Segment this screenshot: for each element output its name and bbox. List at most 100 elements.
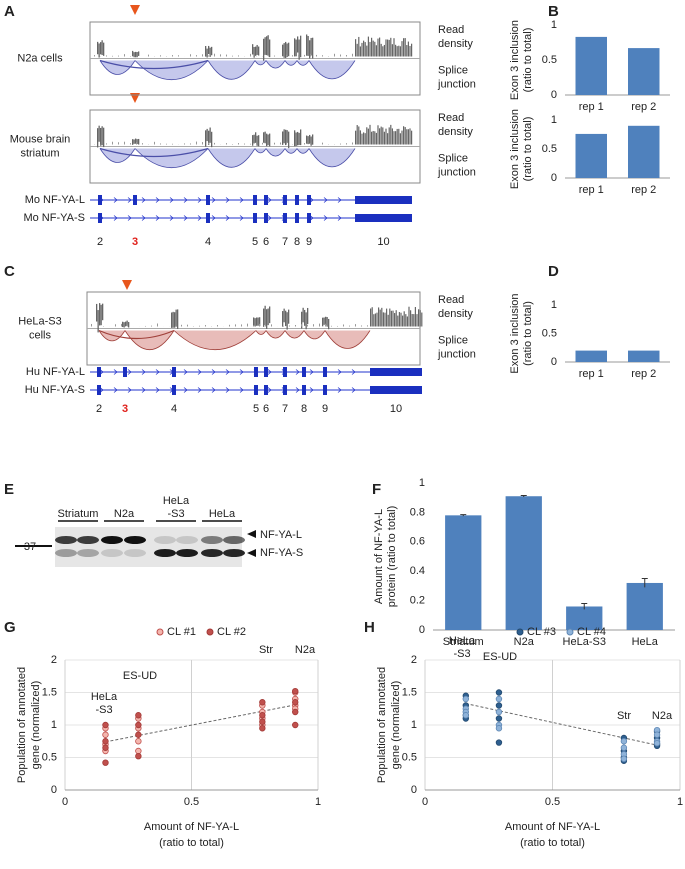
lane-label: Striatum <box>58 508 99 520</box>
y-axis-label: Amount of NF-YA-L <box>373 509 385 604</box>
exon <box>370 386 422 394</box>
read-bar <box>264 131 266 144</box>
read-bar <box>312 134 314 145</box>
splice-label: Splice <box>438 152 468 164</box>
annotation: N2a <box>295 644 316 656</box>
strand-arrow <box>225 387 230 393</box>
read-bar <box>199 325 200 327</box>
read-bar <box>255 46 257 56</box>
read-bar <box>411 130 413 145</box>
point <box>653 740 661 747</box>
strand-arrow <box>337 369 342 375</box>
exon <box>123 367 127 377</box>
exon <box>98 195 102 205</box>
read-bar <box>190 54 191 57</box>
read-bar <box>226 143 227 145</box>
read-bar <box>386 308 388 327</box>
read-bar <box>267 35 269 56</box>
read-bar <box>352 142 353 145</box>
strand-arrow <box>309 369 314 375</box>
strand-arrow <box>267 369 272 375</box>
read-bar <box>128 322 130 328</box>
read-bar <box>286 54 287 57</box>
read-bar <box>392 310 394 327</box>
read-bar <box>205 45 207 57</box>
exon-number: 5 <box>252 236 258 248</box>
point <box>135 738 142 745</box>
legend-marker <box>516 628 524 636</box>
read-bar <box>309 40 311 59</box>
splice-arc <box>98 329 175 340</box>
read-bar <box>395 131 397 145</box>
point <box>292 721 299 729</box>
exon <box>283 385 287 395</box>
read-bar <box>263 132 265 143</box>
strand-arrow <box>127 197 132 203</box>
read-bar <box>307 307 309 325</box>
splice-arc <box>255 330 267 335</box>
read-bar <box>266 36 268 56</box>
read-bar <box>283 308 285 323</box>
read-bar <box>310 136 312 146</box>
y-tick-label: 0.6 <box>410 536 425 548</box>
splice-arc <box>308 148 356 168</box>
exon-number: 8 <box>294 236 300 248</box>
panel-letter: D <box>548 263 559 280</box>
strand-arrow <box>155 387 160 393</box>
exon <box>133 195 137 205</box>
read-bar <box>282 44 284 57</box>
read-bar <box>259 317 261 327</box>
read-bar <box>326 317 328 327</box>
y-tick-label: 0.5 <box>542 143 557 155</box>
x-tick-label: rep 1 <box>579 184 604 196</box>
point <box>462 695 469 703</box>
strand-arrow <box>309 387 314 393</box>
y-tick-label: 1 <box>551 299 557 311</box>
strand-arrow <box>113 387 118 393</box>
y-axis-label: protein (ratio to total) <box>386 506 398 608</box>
read-bar <box>394 313 396 327</box>
band-arrow <box>247 530 256 557</box>
read-bar <box>126 320 128 326</box>
read-bar <box>106 55 107 57</box>
read-bar <box>286 143 287 145</box>
y-axis-label: Exon 3 inclusion <box>509 109 521 189</box>
sample-label: striatum <box>20 147 59 159</box>
read-bar <box>124 54 125 57</box>
read-bar <box>148 54 149 57</box>
exon-number: 6 <box>263 236 269 248</box>
read-label: Read <box>438 294 464 306</box>
read-bar <box>256 142 257 145</box>
blot-band <box>201 536 223 544</box>
blot-band <box>55 549 77 557</box>
annotation: Str <box>617 710 631 722</box>
read-bar <box>352 53 353 57</box>
y-axis-label: gene (normalized) <box>390 681 402 770</box>
read-bar <box>122 321 124 328</box>
annotation: N2a <box>652 710 673 722</box>
y-tick-label: 1 <box>551 114 557 126</box>
blot-band <box>77 549 99 557</box>
read-bar <box>264 37 266 55</box>
read-bar <box>226 54 227 57</box>
read-bar <box>295 132 297 146</box>
y-tick-label: 0.5 <box>542 54 557 66</box>
read-bar <box>136 139 138 145</box>
read-bar <box>398 312 400 327</box>
read-bar <box>125 321 127 327</box>
read-bar <box>269 39 271 58</box>
exon <box>283 195 287 205</box>
read-bar <box>255 132 257 143</box>
bar <box>575 36 607 95</box>
strand-arrow <box>351 387 356 393</box>
panel-letter: E <box>4 481 14 498</box>
read-bar <box>157 323 158 327</box>
read-bar <box>253 325 254 327</box>
read-bar <box>358 126 360 145</box>
exon <box>355 196 412 204</box>
read-bar <box>408 306 410 327</box>
read-bar <box>160 143 161 145</box>
point <box>259 699 266 706</box>
read-bar <box>406 45 408 57</box>
read-bar <box>300 129 302 146</box>
